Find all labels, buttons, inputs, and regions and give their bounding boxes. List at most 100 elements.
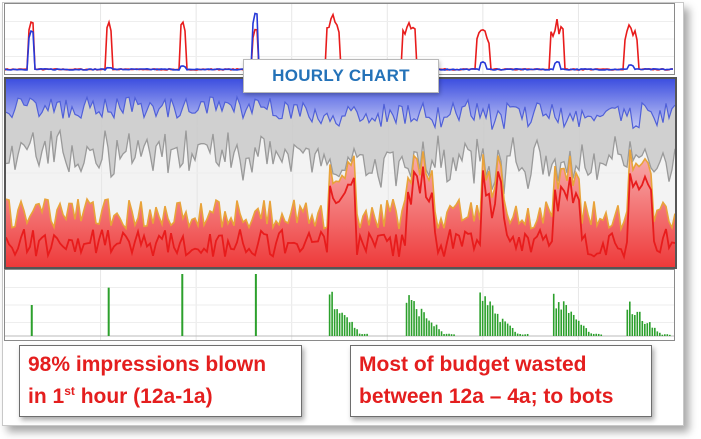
bar <box>521 334 524 336</box>
callout-left-line2: in 1st hour (12a-1a) <box>28 381 293 413</box>
bar <box>254 274 257 336</box>
bar <box>358 333 361 336</box>
bar <box>509 325 511 336</box>
middle-chart-frame <box>4 77 677 269</box>
bar <box>575 319 578 336</box>
bar <box>328 294 331 336</box>
bar <box>629 301 631 336</box>
bar <box>346 317 348 336</box>
mid-gray-band <box>6 97 675 195</box>
bar <box>590 333 593 336</box>
bar <box>582 325 585 336</box>
bar <box>562 301 565 336</box>
bar <box>423 312 425 336</box>
mid-gray-line <box>6 128 675 195</box>
bar <box>644 323 646 336</box>
bar <box>410 300 413 336</box>
bar <box>445 333 448 336</box>
bar <box>636 311 639 336</box>
bar <box>366 333 368 336</box>
bar <box>659 332 661 336</box>
bar <box>435 324 438 336</box>
callout-left-line2-sup: st <box>64 384 75 398</box>
bottom-bar-chart <box>5 270 674 340</box>
bar <box>499 321 501 336</box>
bar <box>651 327 654 336</box>
bar <box>585 328 588 336</box>
bar <box>580 324 583 336</box>
bar <box>333 309 336 336</box>
bar <box>587 331 590 336</box>
bar <box>443 334 445 336</box>
bar <box>516 333 519 336</box>
bar <box>440 331 443 336</box>
bar <box>433 326 435 336</box>
callout-right-line2: between 12a – 4a; to bots <box>359 385 614 408</box>
bar <box>577 320 580 336</box>
bar <box>656 331 659 336</box>
bar <box>484 296 486 336</box>
bar <box>552 293 555 336</box>
bar <box>519 333 521 336</box>
bar <box>666 334 669 336</box>
bar <box>555 308 558 336</box>
bar <box>511 327 514 336</box>
bar <box>425 318 428 336</box>
bar <box>600 334 603 336</box>
bar <box>453 334 455 336</box>
bar <box>557 302 560 336</box>
callout-left: 98% impressions blown in 1st hour (12a-1… <box>19 345 302 417</box>
bar <box>361 334 363 336</box>
bar <box>597 333 600 336</box>
mid-red-line <box>6 166 675 260</box>
bar <box>560 309 563 336</box>
bar <box>572 314 575 336</box>
bar <box>631 314 634 336</box>
bar <box>494 313 496 336</box>
chart-title-text: HOURLY CHART <box>272 66 410 85</box>
bar <box>501 318 504 336</box>
bar <box>489 301 491 336</box>
bar <box>450 334 453 336</box>
bottom-chart-frame <box>4 269 675 341</box>
bar <box>418 316 420 336</box>
bar <box>506 323 509 336</box>
bar <box>336 309 338 336</box>
bar <box>570 311 573 336</box>
callout-left-line1: 98% impressions blown <box>28 353 267 376</box>
bar <box>356 329 358 336</box>
bar <box>405 302 408 336</box>
bar <box>430 322 433 336</box>
callout-right: Most of budget wasted between 12a – 4a; … <box>350 345 652 417</box>
bar <box>496 313 499 336</box>
bar <box>341 312 343 336</box>
bar <box>592 333 595 336</box>
bar <box>363 333 366 336</box>
bar <box>491 305 494 336</box>
bar <box>438 329 440 336</box>
bar <box>567 312 570 336</box>
bar <box>595 333 598 336</box>
bar <box>639 311 641 336</box>
bar <box>181 274 184 336</box>
bar <box>343 315 346 336</box>
bar <box>413 301 415 336</box>
bar <box>669 334 671 336</box>
bar <box>338 313 341 336</box>
bar <box>524 334 526 336</box>
mid-blue-area <box>6 79 675 130</box>
bar <box>448 333 450 336</box>
bar <box>428 320 430 336</box>
bar <box>526 333 529 336</box>
bar <box>514 331 516 336</box>
middle-area-chart <box>6 79 675 267</box>
bar <box>661 334 664 336</box>
bar <box>348 322 351 336</box>
callout-right-line1: Most of budget wasted <box>359 353 587 376</box>
bar <box>664 334 666 336</box>
bar <box>481 300 484 336</box>
bar <box>646 323 649 336</box>
chart-title: HOURLY CHART <box>243 59 439 93</box>
bar <box>565 305 568 336</box>
bar <box>408 295 410 336</box>
